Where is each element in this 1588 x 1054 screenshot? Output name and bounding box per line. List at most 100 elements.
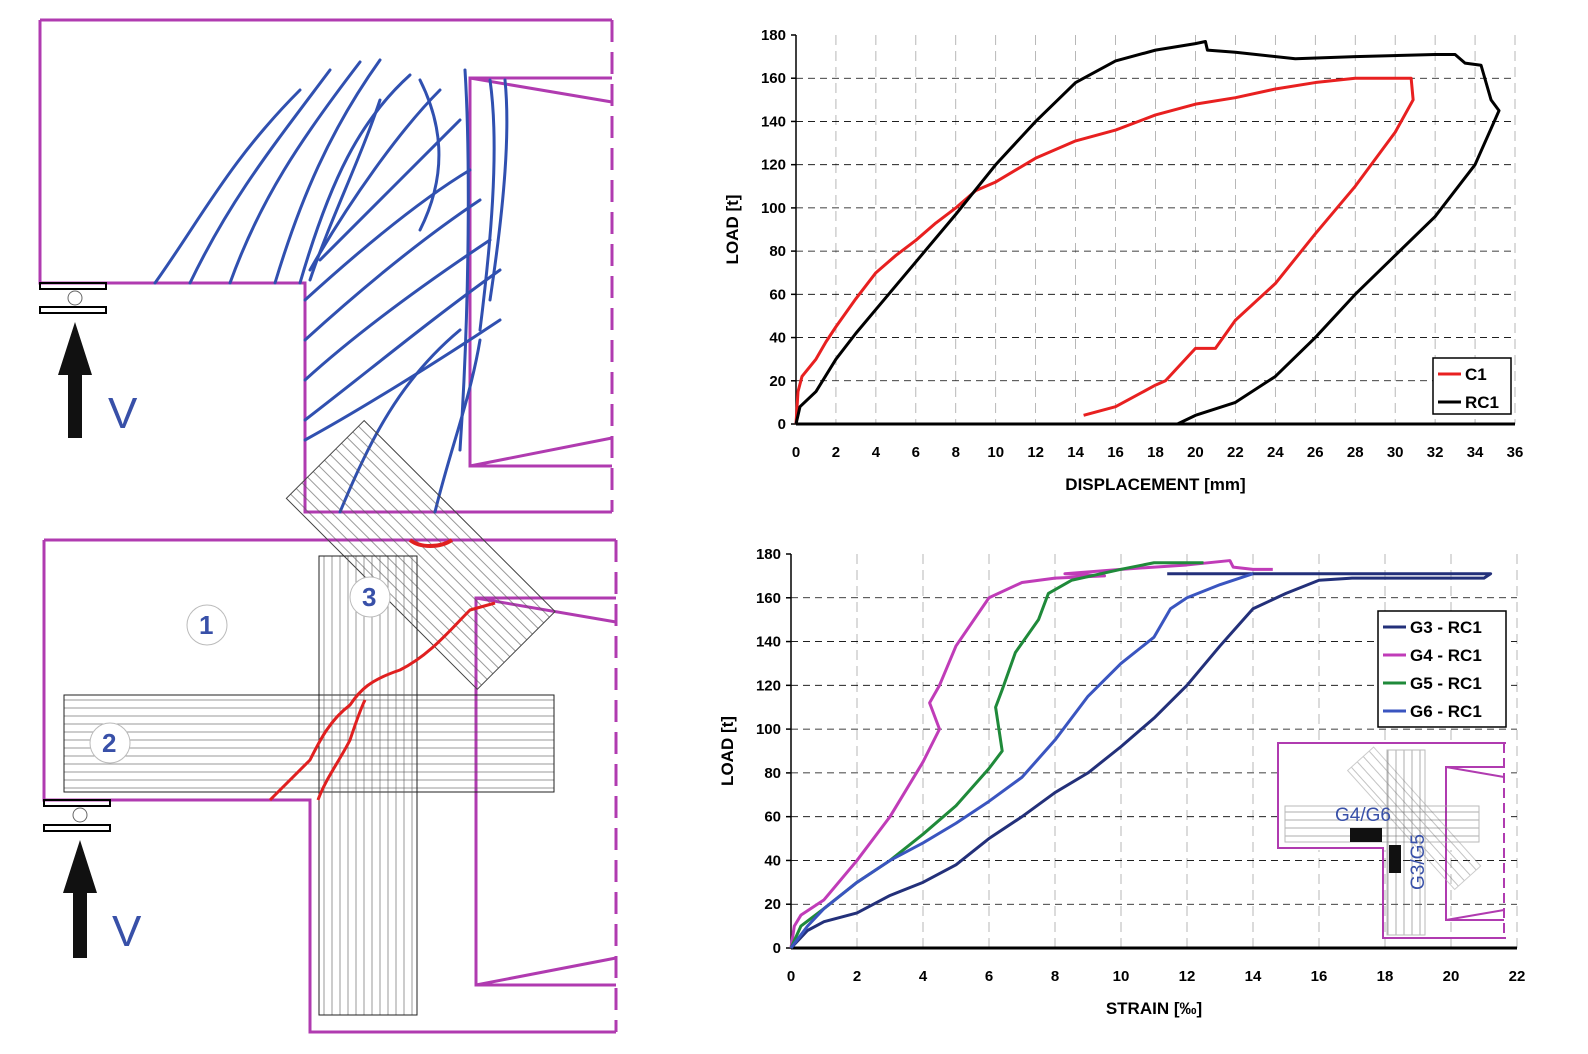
crack-lines xyxy=(153,58,509,514)
x-tick-label: 4 xyxy=(872,444,881,461)
y-tick-label: 60 xyxy=(764,809,781,826)
force-label: V xyxy=(108,389,138,438)
legend-label: G4 - RC1 xyxy=(1410,646,1482,665)
support-plate xyxy=(39,306,107,314)
series-line-rc1 xyxy=(794,39,1501,426)
legend-label: RC1 xyxy=(1465,393,1499,412)
x-tick-label: 10 xyxy=(1113,968,1130,985)
x-tick-label: 2 xyxy=(832,444,840,461)
inset-label-g4-g6: G4/G6 xyxy=(1335,805,1391,826)
y-axis-label: LOAD [t] xyxy=(723,195,742,265)
y-tick-label: 180 xyxy=(761,27,786,44)
y-tick-label: 140 xyxy=(756,634,781,651)
strip-marker xyxy=(186,604,228,646)
arrow-up-icon xyxy=(63,840,97,958)
column-outline xyxy=(468,76,613,468)
x-tick-label: 0 xyxy=(787,968,795,985)
support-plate xyxy=(43,824,111,832)
x-tick-label: 16 xyxy=(1107,444,1124,461)
x-tick-label: 12 xyxy=(1027,444,1044,461)
force-label: V xyxy=(112,907,142,956)
x-tick-label: 6 xyxy=(985,968,993,985)
y-tick-label: 180 xyxy=(756,546,781,563)
support-plate xyxy=(43,799,111,807)
y-tick-label: 80 xyxy=(769,243,786,260)
y-tick-label: 0 xyxy=(773,940,781,957)
y-tick-label: 40 xyxy=(764,852,781,869)
main-crack xyxy=(316,699,367,801)
x-tick-label: 0 xyxy=(792,444,800,461)
gauge-g3-g5 xyxy=(1389,845,1401,873)
x-tick-label: 24 xyxy=(1267,444,1284,461)
crack-pattern-diagram: V xyxy=(38,18,614,514)
specimen-outline xyxy=(38,18,612,514)
x-tick-label: 22 xyxy=(1509,968,1526,985)
x-tick-label: 14 xyxy=(1245,968,1262,985)
legend-label: G5 - RC1 xyxy=(1410,674,1482,693)
y-tick-label: 120 xyxy=(761,157,786,174)
y-axis-label: LOAD [t] xyxy=(718,716,737,786)
series-line-g6-rc1 xyxy=(789,572,1254,949)
y-tick-label: 160 xyxy=(761,70,786,87)
legend-label: C1 xyxy=(1465,365,1487,384)
y-tick-label: 140 xyxy=(761,113,786,130)
y-tick-label: 40 xyxy=(769,330,786,347)
main-crack xyxy=(268,601,496,802)
x-tick-label: 20 xyxy=(1443,968,1460,985)
support-plate xyxy=(39,282,107,290)
legend-label: G3 - RC1 xyxy=(1410,618,1482,637)
y-tick-label: 120 xyxy=(756,677,781,694)
x-tick-label: 26 xyxy=(1307,444,1324,461)
load-strain-chart: 0 2 4 6 8 10 12 14 16 18 20 22 0 20 40 60 80 100 120 140 160… xyxy=(718,546,1525,1018)
x-tick-label: 8 xyxy=(1051,968,1059,985)
x-tick-label: 10 xyxy=(987,444,1004,461)
x-axis-label: DISPLACEMENT [mm] xyxy=(1065,475,1245,494)
crack-mark xyxy=(408,538,454,548)
y-tick-label: 20 xyxy=(764,896,781,913)
x-tick-label: 6 xyxy=(912,444,920,461)
y-tick-label: 160 xyxy=(756,590,781,607)
load-displacement-chart: 0 2 4 6 8 10 12 14 16 18 20 22 24 26 28 30 32 34 360204060… xyxy=(723,27,1523,494)
x-tick-label: 18 xyxy=(1377,968,1394,985)
x-tick-label: 32 xyxy=(1427,444,1444,461)
strip-marker xyxy=(89,722,131,764)
x-tick-label: 36 xyxy=(1507,444,1524,461)
x-tick-label: 34 xyxy=(1467,444,1484,461)
x-tick-label: 16 xyxy=(1311,968,1328,985)
series-line-c1 xyxy=(794,76,1415,425)
roller-icon xyxy=(67,290,83,306)
x-tick-label: 28 xyxy=(1347,444,1364,461)
cfrp-strip-2 xyxy=(63,694,555,793)
strip-marker xyxy=(349,576,391,618)
y-tick-label: 60 xyxy=(769,286,786,303)
x-tick-label: 20 xyxy=(1187,444,1204,461)
legend-label: G6 - RC1 xyxy=(1410,702,1482,721)
arrow-up-icon xyxy=(58,322,92,438)
x-tick-label: 8 xyxy=(952,444,960,461)
roller-icon xyxy=(72,807,88,823)
x-tick-label: 22 xyxy=(1227,444,1244,461)
series-line-g5-rc1 xyxy=(789,561,1204,949)
strip-label-2: 2 xyxy=(102,728,116,758)
strip-label-3: 3 xyxy=(362,582,376,612)
y-tick-label: 80 xyxy=(764,765,781,782)
inset-label-g3-g5: G3/G5 xyxy=(1408,834,1429,890)
x-tick-label: 12 xyxy=(1179,968,1196,985)
x-tick-label: 14 xyxy=(1067,444,1084,461)
gauge-location-inset: G4/G6 G3/G5 xyxy=(1277,742,1506,939)
y-tick-label: 100 xyxy=(761,200,786,217)
x-tick-label: 4 xyxy=(919,968,928,985)
series-line-g3-rc1 xyxy=(789,572,1493,950)
cfrp-layout-diagram: 1 3 2 V xyxy=(42,419,618,1034)
legend xyxy=(1377,610,1507,728)
strip-label-1: 1 xyxy=(199,610,213,640)
y-tick-label: 20 xyxy=(769,373,786,390)
legend xyxy=(1432,357,1512,415)
x-tick-label: 18 xyxy=(1147,444,1164,461)
y-tick-label: 100 xyxy=(756,721,781,738)
x-tick-label: 2 xyxy=(853,968,861,985)
cfrp-strip-3 xyxy=(318,555,418,1016)
x-axis-label: STRAIN [‰] xyxy=(1106,999,1202,1018)
x-tick-label: 30 xyxy=(1387,444,1404,461)
